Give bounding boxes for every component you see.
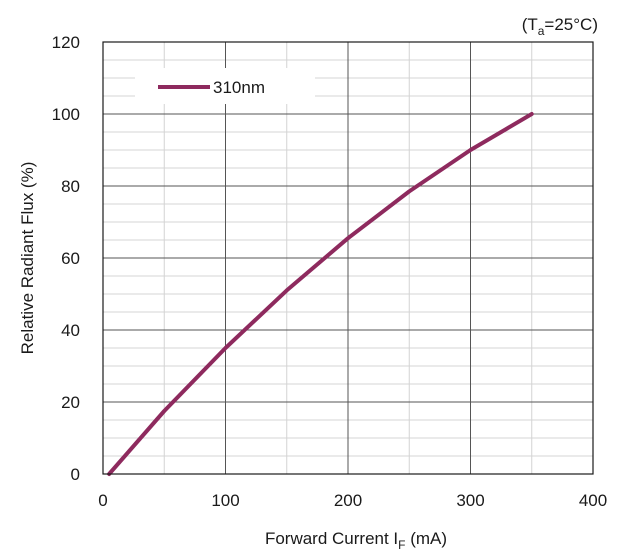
x-tick-label: 100 — [211, 491, 239, 510]
condition-label: (Ta=25°C) — [522, 15, 598, 38]
x-axis-title: Forward Current IF (mA) — [265, 529, 447, 552]
y-tick-label: 0 — [71, 465, 80, 484]
plot-frame — [102, 41, 594, 475]
y-tick-label: 100 — [52, 105, 80, 124]
x-tick-label: 0 — [98, 491, 107, 510]
y-tick-label: 40 — [61, 321, 80, 340]
y-tick-label: 60 — [61, 249, 80, 268]
major-grid — [103, 42, 593, 474]
y-axis-title: Relative Radiant Flux (%) — [18, 162, 37, 355]
x-tick-label: 400 — [579, 491, 607, 510]
x-tick-labels: 0 100 200 300 400 — [98, 491, 607, 510]
y-tick-label: 120 — [52, 33, 80, 52]
series-group — [107, 112, 534, 476]
x-tick-label: 200 — [334, 491, 362, 510]
y-tick-label: 80 — [61, 177, 80, 196]
y-tick-labels: 0 20 40 60 80 100 120 — [52, 33, 80, 484]
legend-label-310nm: 310nm — [213, 78, 265, 97]
x-tick-label: 300 — [456, 491, 484, 510]
y-tick-label: 20 — [61, 393, 80, 412]
series-line-310nm — [107, 112, 534, 476]
